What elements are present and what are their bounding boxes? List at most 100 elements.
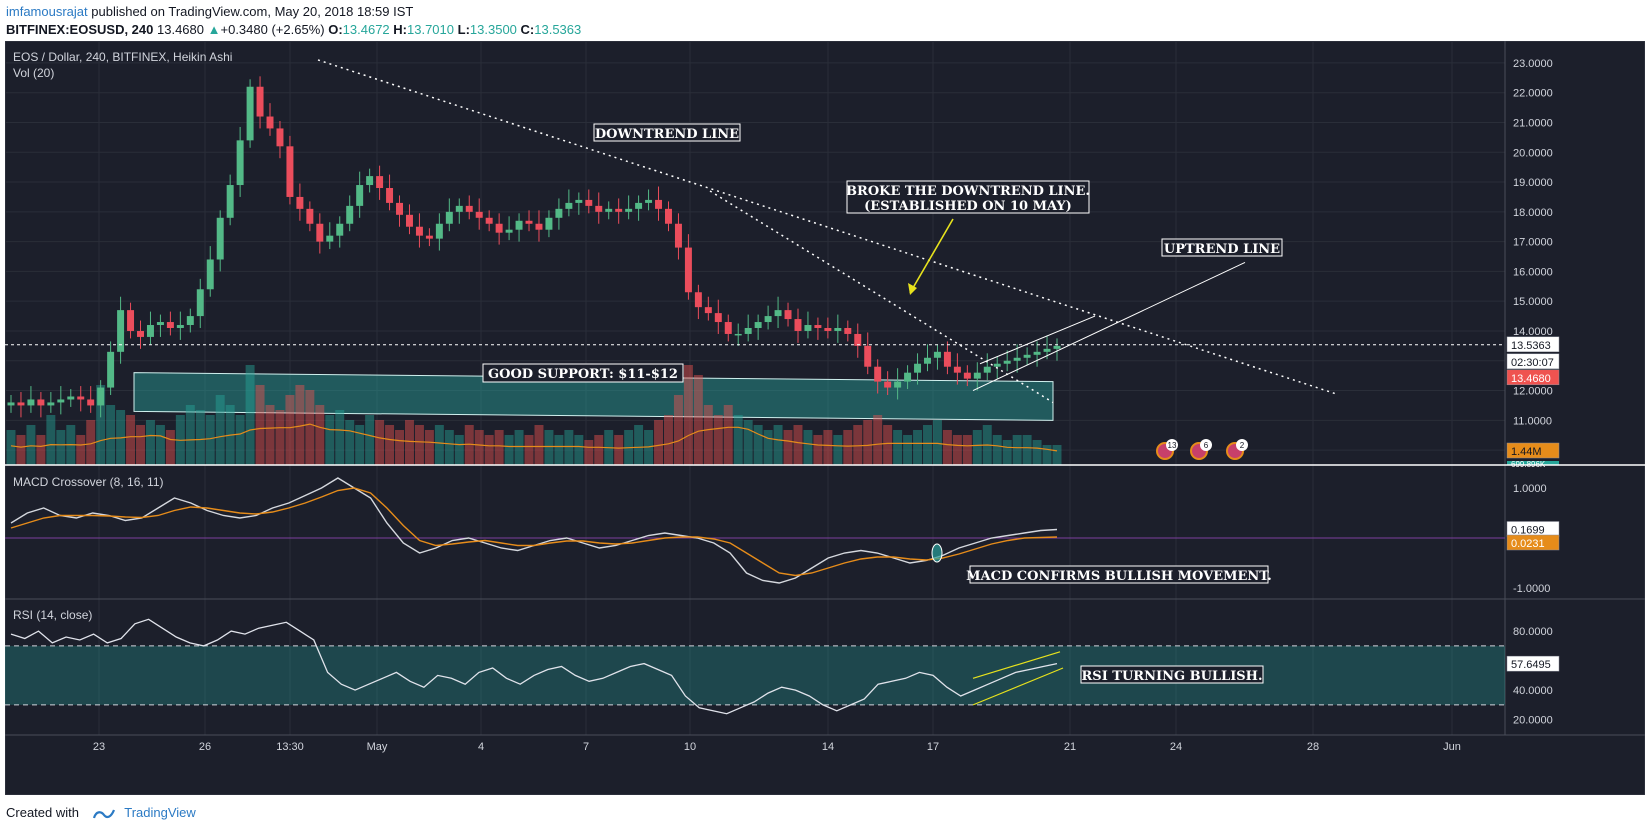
chart-area[interactable]: 23 26 13:30 May 4 7 10 14 17 21 24 28 Jun23.000022.0… [5, 41, 1645, 795]
candle-body [704, 307, 712, 314]
volume-tag: 1.44M [1511, 446, 1542, 458]
y-tick-label: 12.0000 [1513, 386, 1553, 398]
rsi-label-box [1080, 665, 1264, 684]
candle-body [376, 176, 384, 189]
y-tick-label: 14.0000 [1513, 326, 1553, 338]
volume-bar [823, 430, 833, 465]
volume-bar [295, 385, 305, 465]
candle-body [615, 208, 623, 212]
volume-bar [1002, 440, 1012, 465]
symbol-name: BITFINEX:EOSUSD, 240 [6, 22, 154, 37]
volume-bar [315, 405, 325, 465]
rsi-band [5, 645, 1505, 705]
volume-bar [424, 430, 434, 465]
volume-bar [932, 420, 942, 465]
candle-body [794, 319, 802, 331]
candle-body [346, 205, 354, 224]
crossover-marker [931, 543, 943, 563]
candle-body [276, 128, 284, 147]
candle-body [804, 325, 812, 331]
candle-body [874, 366, 882, 382]
event-count-badge [1200, 439, 1212, 451]
y-tick-label: 20.0000 [1513, 147, 1553, 159]
tradingview-link[interactable]: TradingView [124, 805, 196, 820]
footer: Created with TradingView [6, 805, 196, 820]
volume-bar [265, 405, 275, 465]
candle-body [694, 292, 702, 308]
volume-bar [594, 435, 604, 465]
volume-bar [534, 425, 544, 465]
x-tick-label: 21 [1064, 741, 1076, 753]
volume-bar [385, 425, 395, 465]
volume-bar [883, 425, 893, 465]
volume-bar [215, 395, 225, 465]
candle-body [137, 330, 144, 337]
y-tick-label: 18.0000 [1513, 207, 1553, 219]
volume-bar [355, 425, 365, 465]
candle-body [884, 381, 892, 388]
volume-bar [1032, 440, 1042, 465]
candle-body [605, 208, 613, 212]
candle-body [575, 199, 583, 203]
volume-bar [992, 435, 1002, 465]
x-tick-label: 10 [684, 741, 696, 753]
open-price-tag: 13.4680 [1511, 373, 1551, 385]
y-tick-label: 15.0000 [1513, 296, 1553, 308]
signal-value-tag-bg [1506, 534, 1560, 551]
volume-bar [126, 415, 136, 465]
volume-bar [106, 405, 116, 465]
broke-arrow [909, 218, 954, 294]
uptrend-line [972, 262, 1246, 391]
candle-body [465, 205, 473, 212]
volume-bar [753, 425, 763, 465]
volume-bar [1052, 445, 1062, 465]
y-tick-label: 11.0000 [1513, 415, 1552, 427]
candle-body [226, 185, 234, 218]
candle-body [714, 313, 722, 323]
volume-bar [365, 415, 375, 465]
x-tick-label: 23 [93, 741, 105, 753]
author-link[interactable]: imfamousrajat [6, 4, 88, 19]
last-price: 13.4680 [157, 22, 204, 37]
candle-body [983, 366, 991, 373]
candle-body [565, 202, 573, 209]
symbol-line: BITFINEX:EOSUSD, 240 13.4680 ▲+0.3480 (+… [6, 22, 581, 37]
event-count: 2 [1240, 441, 1245, 450]
y-tick-label: 17.0000 [1513, 237, 1553, 249]
candle-body [854, 333, 862, 346]
volume-bar [803, 430, 813, 465]
downtrend-label-text: DOWNTREND LINE [595, 127, 739, 142]
candle-body [864, 345, 872, 367]
volume-bar [743, 420, 753, 465]
candle-body [107, 351, 115, 388]
volume-bar [1012, 435, 1022, 465]
volume-bar [255, 385, 265, 465]
candle-body [455, 205, 463, 212]
y-tick-label: 21.0000 [1513, 117, 1553, 129]
volume-bar [893, 430, 903, 465]
volume-bar [584, 440, 594, 465]
volume-bar [474, 430, 484, 465]
candle-body [764, 316, 772, 323]
rsi-arrow-lower [972, 667, 1064, 706]
event-count: 6 [1204, 441, 1209, 450]
volume-bar [195, 410, 205, 465]
candle-body [356, 185, 364, 206]
x-tick-label: 26 [199, 741, 211, 753]
candle-body [166, 322, 174, 328]
candle-body [784, 310, 792, 320]
high-label: H: [393, 22, 407, 37]
candle-body [37, 399, 45, 406]
candle-body [664, 208, 672, 224]
volume-bar [693, 375, 703, 465]
volume-bar [793, 425, 803, 465]
open-label: O: [328, 22, 343, 37]
volume-bar [813, 435, 823, 465]
candle-body [545, 217, 553, 230]
candle-body [396, 202, 404, 215]
candle-body [77, 396, 85, 400]
low-value: 13.3500 [469, 22, 517, 37]
volume-bar [46, 415, 56, 465]
macd-label-text: MACD CONFIRMS BULLISH MOVEMENT. [966, 569, 1272, 584]
volume-bar [205, 415, 215, 465]
